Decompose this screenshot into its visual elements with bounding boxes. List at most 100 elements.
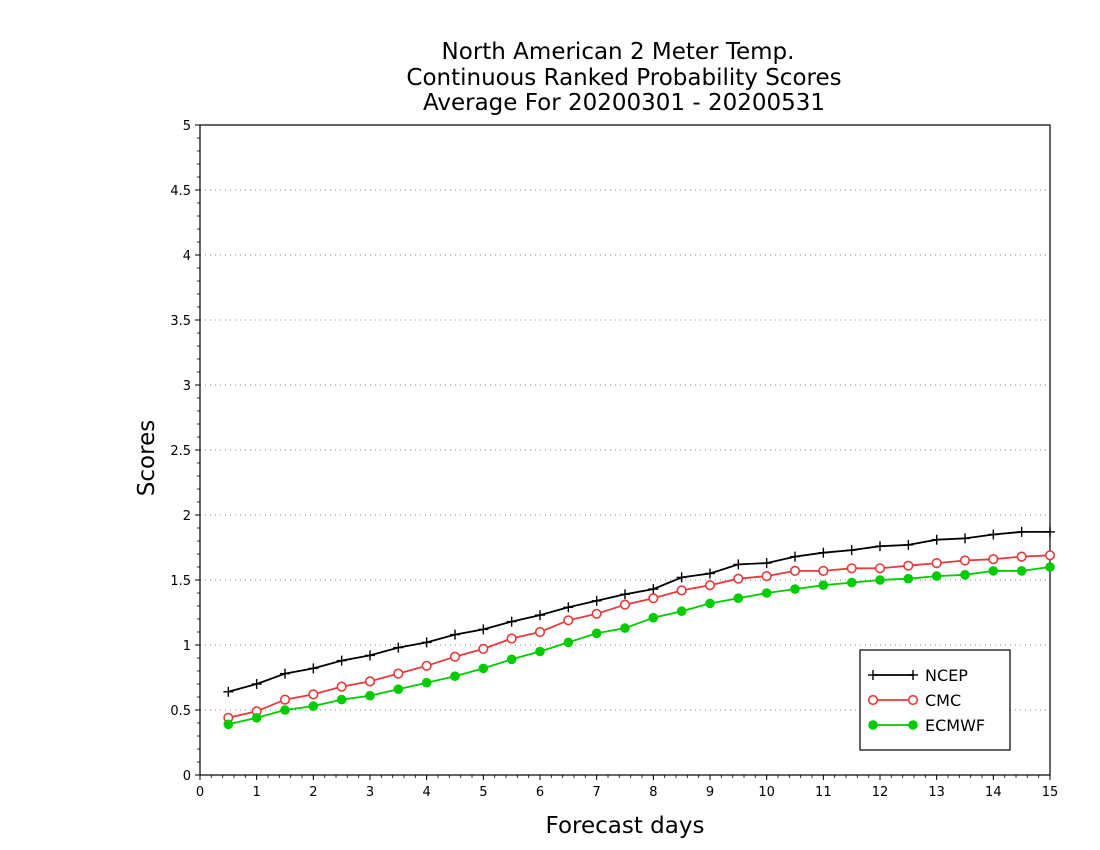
series-line-ncep: [228, 531, 1050, 693]
point-marker: [620, 589, 630, 600]
point-marker: [761, 588, 772, 598]
y-tick-label: 1: [183, 639, 191, 654]
point-marker: [336, 681, 347, 692]
point-marker: [733, 593, 744, 603]
point-marker: [393, 684, 404, 694]
point-marker: [1016, 551, 1027, 562]
point-marker: [960, 570, 970, 580]
point-marker: [648, 593, 659, 604]
point-marker: [960, 533, 970, 544]
point-marker: [818, 580, 829, 590]
point-marker: [506, 616, 517, 627]
legend-label: NCEP: [925, 666, 968, 685]
point-marker: [903, 560, 914, 571]
point-marker: [868, 720, 878, 730]
y-tick-label: 3.5: [170, 314, 191, 329]
point-marker: [591, 628, 602, 639]
point-marker: [506, 633, 517, 644]
point-marker: [308, 701, 319, 711]
point-marker: [931, 571, 942, 581]
point-marker: [223, 719, 234, 730]
point-marker: [563, 615, 574, 626]
point-marker: [535, 610, 545, 621]
point-marker: [931, 557, 942, 569]
point-marker: [874, 563, 886, 574]
point-marker: [761, 558, 772, 569]
point-marker: [619, 599, 631, 610]
point-marker: [846, 545, 857, 556]
point-marker: [988, 566, 999, 576]
point-marker: [1016, 566, 1027, 576]
point-marker: [705, 598, 715, 609]
point-marker: [733, 573, 744, 584]
x-tick-label: 1: [253, 785, 261, 800]
point-marker: [733, 559, 744, 570]
point-marker: [365, 690, 375, 701]
point-marker: [450, 671, 460, 681]
y-tick-label: 0.5: [170, 704, 191, 719]
legend: NCEP CMC ECMWF: [859, 649, 1011, 751]
y-tick-label: 0: [183, 769, 191, 784]
axes: 00.511.522.533.544.550 1 2 3 4 5 6 7 8 9 10 11 12 13 1…: [170, 119, 1058, 800]
x-tick-label: 4: [423, 785, 431, 800]
point-marker: [534, 626, 546, 638]
point-marker: [478, 663, 489, 674]
point-marker: [280, 668, 290, 679]
x-tick-label: 9: [706, 785, 714, 800]
x-tick-label: 14: [985, 785, 1002, 800]
legend-entry-ecmwf: ECMWF: [868, 716, 985, 735]
point-marker: [478, 624, 489, 635]
point-marker: [903, 573, 914, 584]
point-marker: [251, 713, 262, 723]
series-ncep: [223, 526, 1055, 697]
y-tick-label: 2.5: [170, 444, 191, 459]
point-marker: [251, 679, 262, 689]
point-marker: [308, 689, 319, 700]
x-tick-label: 10: [758, 785, 775, 800]
x-tick-label: 15: [1042, 785, 1059, 800]
x-tick-label: 12: [872, 785, 889, 800]
x-tick-label: 6: [536, 785, 544, 800]
point-marker: [875, 575, 885, 585]
y-tick-label: 3: [183, 379, 191, 394]
point-marker: [846, 563, 857, 574]
point-marker: [563, 602, 574, 613]
point-marker: [421, 637, 432, 648]
point-marker: [1016, 526, 1027, 537]
point-marker: [421, 677, 432, 688]
title-line-1: North American 2 Meter Temp.: [442, 39, 795, 65]
x-tick-label: 13: [928, 785, 945, 800]
point-marker: [563, 637, 574, 648]
point-marker: [535, 646, 545, 657]
point-marker: [223, 686, 234, 697]
y-tick-label: 4.5: [170, 184, 191, 199]
x-tick-label: 2: [309, 785, 317, 800]
series-ecmwf: [223, 562, 1055, 730]
point-marker: [279, 694, 291, 705]
point-marker: [478, 643, 489, 655]
point-marker: [280, 705, 290, 715]
point-marker: [907, 694, 919, 706]
x-tick-label: 8: [649, 785, 657, 800]
point-marker: [875, 541, 885, 552]
point-marker: [903, 539, 914, 550]
y-tick-label: 4: [183, 249, 191, 264]
legend-label: ECMWF: [925, 716, 985, 735]
y-tick-label: 1.5: [170, 574, 191, 589]
point-marker: [761, 570, 772, 582]
series-cmc: [223, 550, 1056, 723]
point-marker: [450, 629, 460, 640]
point-marker: [790, 584, 800, 594]
point-marker: [846, 577, 857, 588]
point-marker: [704, 580, 716, 591]
point-marker: [591, 595, 602, 606]
point-marker: [308, 663, 319, 674]
point-marker: [908, 720, 918, 730]
x-axis-title: Forecast days: [546, 813, 705, 839]
point-marker: [336, 655, 347, 666]
point-marker: [506, 654, 517, 665]
title-line-3: Average For 20200301 - 20200531: [423, 90, 825, 116]
point-marker: [789, 565, 801, 577]
point-marker: [988, 554, 999, 565]
